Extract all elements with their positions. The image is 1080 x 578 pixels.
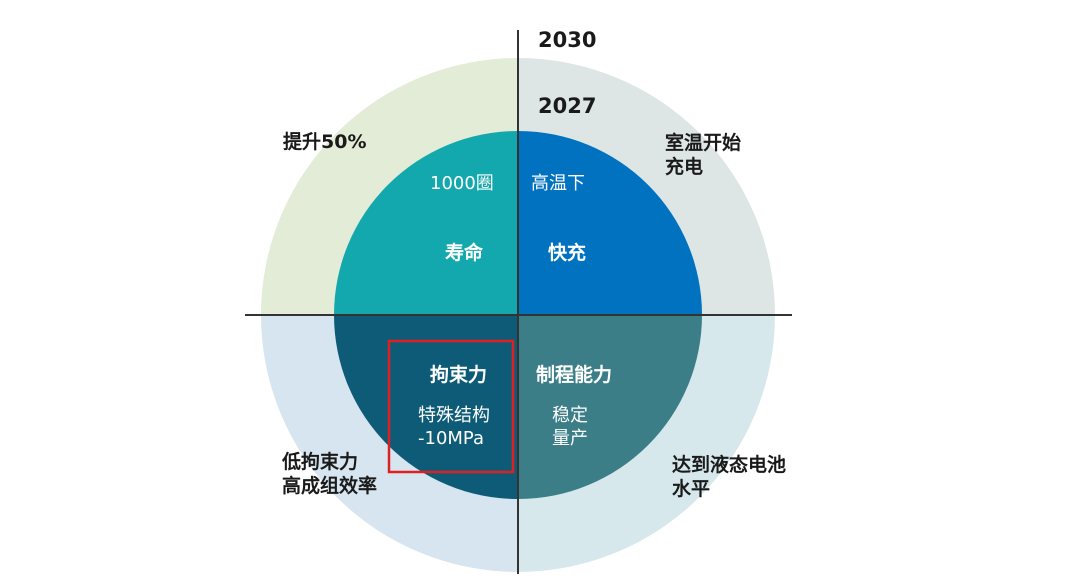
inner-top-left-title: 寿命 bbox=[445, 242, 484, 264]
outer-label-top-left: 提升50% bbox=[283, 131, 367, 153]
outer-label-top-right: 室温开始 充电 bbox=[665, 132, 742, 178]
year-2027-label: 2027 bbox=[538, 94, 597, 118]
inner-bottom-left-title: 拘束力 bbox=[430, 364, 488, 386]
inner-bottom-right-detail: 稳定 量产 bbox=[552, 405, 588, 449]
inner-bottom-right-title: 制程能力 bbox=[536, 364, 613, 386]
inner-bottom-left-detail: 特殊结构 -10MPa bbox=[418, 405, 490, 449]
inner-top-right-title: 快充 bbox=[548, 242, 587, 264]
outer-label-bottom-right: 达到液态电池 水平 bbox=[672, 454, 787, 500]
year-2030-label: 2030 bbox=[538, 28, 597, 52]
outer-label-bottom-left: 低拘束力 高成组效率 bbox=[282, 451, 378, 497]
inner-top-left-detail: 1000圈 bbox=[430, 173, 494, 194]
inner-circle-bottom-right bbox=[518, 315, 702, 499]
inner-circle-top-left bbox=[334, 131, 518, 315]
highlight-box bbox=[387, 339, 515, 474]
inner-circle-top-right bbox=[518, 131, 702, 315]
inner-circle-bottom-left bbox=[334, 315, 518, 499]
inner-top-right-detail: 高温下 bbox=[531, 173, 585, 194]
